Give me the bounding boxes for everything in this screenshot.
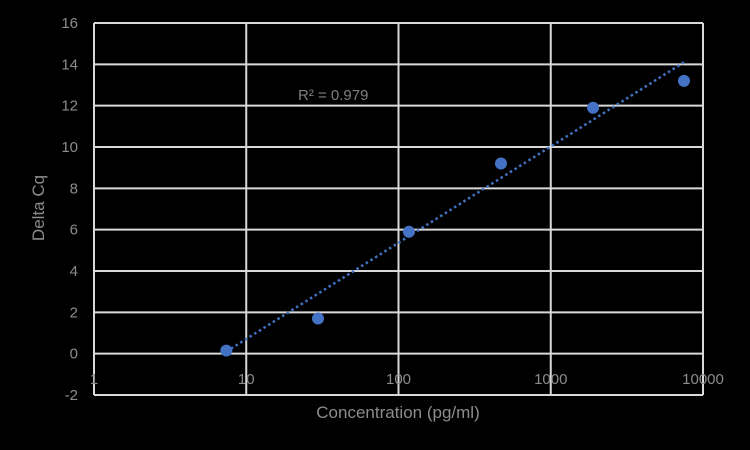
y-tick-label: -2 — [65, 387, 78, 404]
x-tick-label: 10 — [238, 371, 255, 388]
data-point — [312, 312, 325, 325]
y-axis-ticks: -2 0 2 4 6 8 10 12 14 16 — [61, 15, 78, 404]
y-tick-label: 10 — [61, 139, 78, 156]
x-axis-title: Concentration (pg/ml) — [316, 403, 479, 422]
y-tick-label: 0 — [70, 346, 78, 363]
x-tick-label: 100 — [386, 371, 411, 388]
data-point — [402, 225, 415, 238]
data-point — [220, 344, 233, 357]
y-tick-label: 16 — [61, 15, 78, 32]
y-tick-label: 12 — [61, 98, 78, 115]
y-tick-label: 6 — [70, 222, 78, 239]
x-tick-label: 10000 — [682, 371, 724, 388]
grid-lines — [93, 22, 704, 396]
y-tick-label: 2 — [70, 304, 78, 321]
x-tick-label: 1000 — [534, 371, 567, 388]
x-axis-ticks: 1 10 100 1000 10000 — [90, 371, 724, 388]
y-tick-label: 4 — [70, 263, 78, 280]
trendline — [225, 61, 685, 353]
r-squared-annotation: R² = 0.979 — [298, 87, 368, 104]
data-point — [677, 74, 690, 87]
y-axis-title: Delta Cq — [29, 175, 48, 241]
trendline-path — [225, 61, 685, 353]
y-tick-label: 8 — [70, 180, 78, 197]
data-points — [220, 74, 690, 357]
y-tick-label: 14 — [61, 56, 78, 73]
data-point — [494, 157, 507, 170]
data-point — [587, 101, 600, 114]
x-tick-label: 1 — [90, 371, 98, 388]
